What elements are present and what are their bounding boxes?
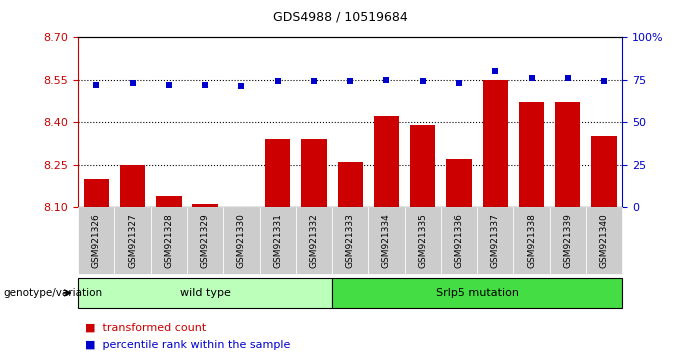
Point <box>200 82 211 87</box>
Text: GSM921335: GSM921335 <box>418 213 427 268</box>
Point <box>381 77 392 82</box>
Point <box>309 79 320 84</box>
Point <box>418 79 428 84</box>
Text: GSM921327: GSM921327 <box>128 213 137 268</box>
Text: GSM921332: GSM921332 <box>309 213 318 268</box>
Point <box>345 79 356 84</box>
Text: wild type: wild type <box>180 288 231 298</box>
Text: GSM921331: GSM921331 <box>273 213 282 268</box>
Text: GSM921328: GSM921328 <box>165 213 173 268</box>
Bar <box>592 136 617 207</box>
Text: GDS4988 / 10519684: GDS4988 / 10519684 <box>273 11 407 24</box>
Point <box>272 79 283 84</box>
Bar <box>555 102 581 207</box>
Bar <box>120 165 146 207</box>
Text: GSM921336: GSM921336 <box>454 213 464 268</box>
Point <box>127 80 138 86</box>
Text: GSM921339: GSM921339 <box>563 213 573 268</box>
Text: genotype/variation: genotype/variation <box>3 288 103 298</box>
Text: GSM921330: GSM921330 <box>237 213 246 268</box>
Point <box>454 80 464 86</box>
Text: GSM921337: GSM921337 <box>491 213 500 268</box>
Bar <box>483 80 508 207</box>
Text: GSM921333: GSM921333 <box>345 213 355 268</box>
Point <box>526 75 537 81</box>
Text: GSM921338: GSM921338 <box>527 213 536 268</box>
Text: GSM921340: GSM921340 <box>600 213 609 268</box>
Point <box>163 82 174 87</box>
Point <box>91 82 102 87</box>
Bar <box>337 162 363 207</box>
Point <box>236 84 247 89</box>
Bar <box>228 206 254 207</box>
Point <box>490 68 500 74</box>
Bar <box>410 125 435 207</box>
Bar <box>374 116 399 207</box>
Bar <box>301 139 326 207</box>
Bar <box>84 179 109 207</box>
Point <box>562 75 573 81</box>
Text: ■  percentile rank within the sample: ■ percentile rank within the sample <box>85 340 290 350</box>
Text: GSM921329: GSM921329 <box>201 213 209 268</box>
Point <box>598 79 609 84</box>
Bar <box>156 196 182 207</box>
Bar <box>192 204 218 207</box>
Text: GSM921326: GSM921326 <box>92 213 101 268</box>
Text: ■  transformed count: ■ transformed count <box>85 322 206 332</box>
Text: GSM921334: GSM921334 <box>382 213 391 268</box>
Bar <box>519 102 544 207</box>
Text: Srlp5 mutation: Srlp5 mutation <box>436 288 519 298</box>
Bar <box>446 159 472 207</box>
Bar <box>265 139 290 207</box>
